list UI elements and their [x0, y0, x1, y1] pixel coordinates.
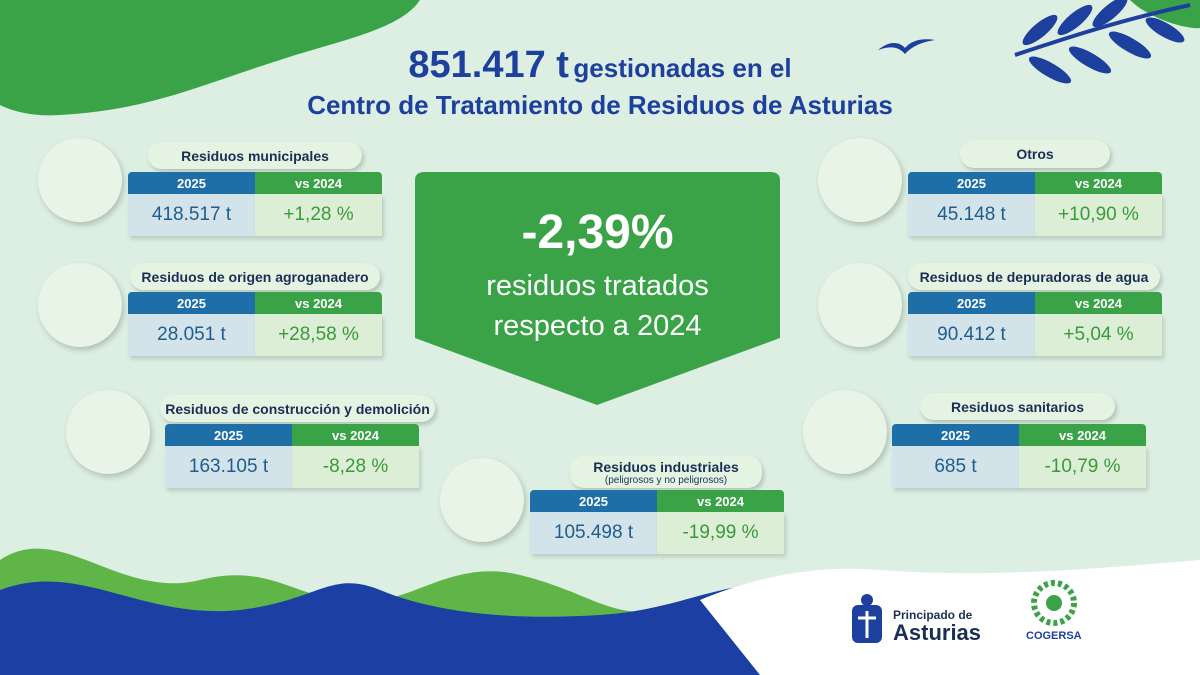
card-value: 105.498 t	[530, 512, 657, 554]
highlight-text: respecto a 2024	[493, 310, 702, 342]
column-header: 2025	[165, 424, 292, 446]
column-header: vs 2024	[1035, 172, 1162, 194]
card-icon	[440, 458, 524, 542]
card-icon	[38, 138, 122, 222]
highlight-shape	[415, 172, 780, 405]
card-change: -19,99 %	[657, 512, 784, 554]
column-header: vs 2024	[292, 424, 419, 446]
card-value: 28.051 t	[128, 314, 255, 356]
subtitle: Centro de Tratamiento de Residuos de Ast…	[307, 90, 893, 120]
card-title: Otros	[960, 140, 1110, 168]
card-subtitle: (peligrosos y no peligrosos)	[604, 474, 728, 486]
card-value: 90.412 t	[908, 314, 1035, 356]
column-header: vs 2024	[657, 490, 784, 512]
card-value: 418.517 t	[128, 194, 255, 236]
column-header: 2025	[892, 424, 1019, 446]
cogersa-logo	[1031, 580, 1077, 626]
logo-area	[700, 560, 1200, 675]
card-title-text: Residuos sanitarios	[950, 398, 1085, 415]
card-value: 45.148 t	[908, 194, 1035, 236]
card-value: 163.105 t	[165, 446, 292, 488]
card-title-text: Residuos industriales	[593, 458, 739, 475]
card-title: Residuos de origen agroganadero	[130, 263, 380, 290]
card-icon	[66, 390, 150, 474]
total-amount: 851.417 t	[408, 44, 569, 86]
card-change: +28,58 %	[255, 314, 382, 356]
card-title: Residuos de depuradoras de agua	[908, 263, 1160, 290]
card-title: Residuos municipales	[148, 142, 362, 169]
card-title-text: Otros	[1016, 146, 1054, 162]
card-icon	[818, 138, 902, 222]
column-header: 2025	[530, 490, 657, 512]
bird	[878, 39, 935, 54]
column-header: vs 2024	[255, 172, 382, 194]
highlight-value: -2,39%	[521, 206, 674, 259]
logo-text: Principado de	[893, 608, 973, 622]
column-header: 2025	[128, 172, 255, 194]
highlight-text: residuos tratados	[486, 270, 709, 302]
card-change: -8,28 %	[292, 446, 419, 488]
card-title: Residuos sanitarios	[920, 393, 1115, 420]
card-title-text: Residuos municipales	[181, 147, 329, 164]
card-value: 685 t	[892, 446, 1019, 488]
column-header: vs 2024	[255, 292, 382, 314]
card-icon	[38, 263, 122, 347]
card-title: Residuos de construcción y demolición	[160, 395, 435, 422]
logo-text: Asturias	[893, 620, 982, 645]
card-title: Residuos industriales (peligrosos y no pe…	[570, 456, 762, 488]
title: 851.417 t gestionadas en el	[0, 44, 1200, 87]
card-change: +1,28 %	[255, 194, 382, 236]
column-header: 2025	[128, 292, 255, 314]
card-icon	[818, 263, 902, 347]
column-header: vs 2024	[1035, 292, 1162, 314]
leaves	[1022, 0, 1185, 84]
card-change: +5,04 %	[1035, 314, 1162, 356]
card-title-text: Residuos de depuradoras de agua	[919, 268, 1149, 285]
column-header: vs 2024	[1019, 424, 1146, 446]
top-wave	[0, 0, 420, 116]
card-icon	[803, 390, 887, 474]
column-header: 2025	[908, 172, 1035, 194]
card-change: +10,90 %	[1035, 194, 1162, 236]
card-title-text: Residuos de construcción y demolición	[165, 400, 430, 417]
column-header: 2025	[908, 292, 1035, 314]
principado-logo	[852, 594, 882, 643]
branch	[1014, 3, 1191, 57]
card-change: -10,79 %	[1019, 446, 1146, 488]
logo-text: COGERSA	[1026, 630, 1082, 642]
card-title-text: Residuos de origen agroganadero	[141, 268, 369, 285]
title-line: gestionadas en el	[573, 53, 792, 83]
